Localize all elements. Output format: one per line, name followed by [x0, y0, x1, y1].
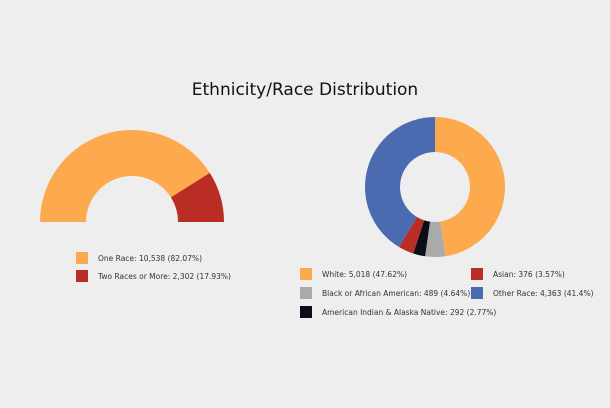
legend-swatch	[76, 252, 88, 264]
chart0-slice-1	[170, 172, 224, 222]
chart-title: Ethnicity/Race Distribution	[191, 80, 419, 100]
legend-item-1-0: White: 5,018 (47.62%)	[300, 268, 407, 280]
legend-swatch	[471, 287, 483, 299]
legend-item-1-2: American Indian & Alaska Native: 292 (2.…	[300, 306, 496, 318]
chart1-slice-1	[425, 221, 446, 257]
chart1-slice-4	[365, 117, 435, 248]
chart1-slice-2	[413, 220, 431, 257]
legend-item-0-1: Two Races or More: 2,302 (17.93%)	[76, 270, 231, 282]
legend-item-1-1: Black or African American: 489 (4.64%)	[300, 287, 470, 299]
legend-swatch	[471, 268, 483, 280]
legend-item-1-4: Other Race: 4,363 (41.4%)	[471, 287, 594, 299]
legend-swatch	[300, 268, 312, 280]
legend-item-0-0: One Race: 10,538 (82.07%)	[76, 252, 202, 264]
legend-label: Asian: 376 (3.57%)	[493, 269, 565, 279]
chart0-slice-0	[40, 129, 210, 222]
legend-label: Black or African American: 489 (4.64%)	[322, 288, 471, 298]
chart1-slice-3	[398, 217, 425, 254]
legend-swatch	[300, 287, 312, 299]
legend-label: Two Races or More: 2,302 (17.93%)	[98, 271, 231, 281]
legend-label: One Race: 10,538 (82.07%)	[98, 253, 203, 263]
chart1-slice-0	[435, 117, 505, 257]
legend-label: White: 5,018 (47.62%)	[322, 269, 408, 279]
legend-swatch	[76, 270, 88, 282]
legend-label: Other Race: 4,363 (41.4%)	[493, 288, 594, 298]
legend-swatch	[300, 306, 312, 318]
legend-label: American Indian & Alaska Native: 292 (2.…	[322, 307, 497, 317]
legend-item-1-3: Asian: 376 (3.57%)	[471, 268, 565, 280]
